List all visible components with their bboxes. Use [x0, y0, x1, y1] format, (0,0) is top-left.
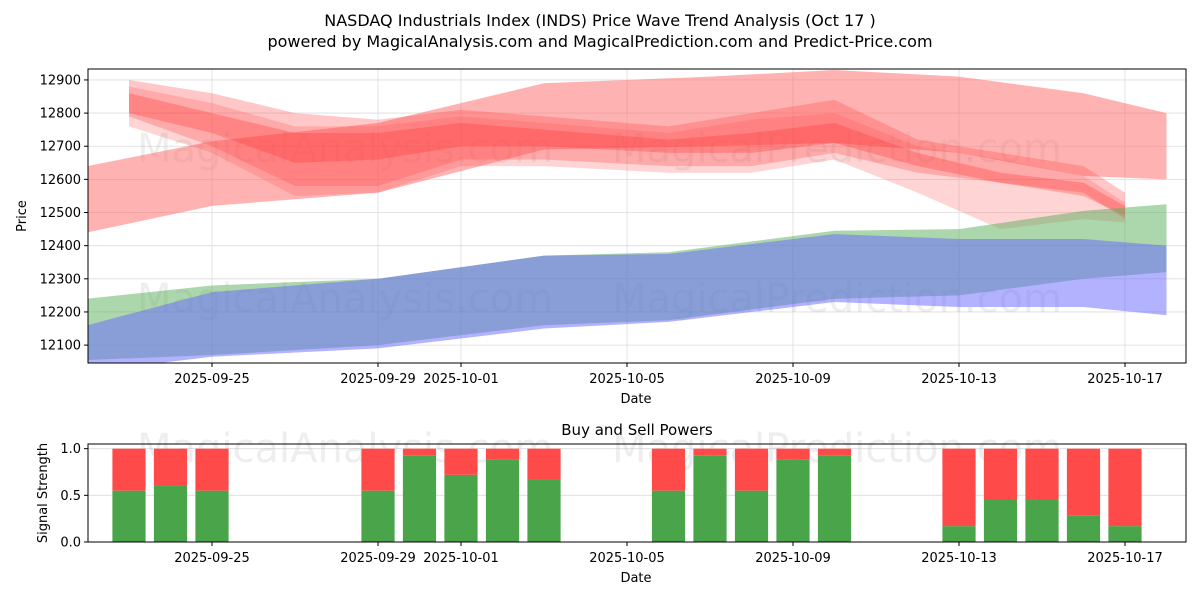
sell-bar [1066, 448, 1101, 516]
x-tick-label: 2025-10-09 [755, 372, 831, 387]
signal-x-ticks: 2025-09-25 2025-09-29 2025-10-01 2025-10-05… [174, 542, 1163, 566]
y-tick-label: 12700 [40, 140, 81, 155]
buy-bar [444, 474, 478, 542]
x-tick-label: 2025-10-13 [921, 551, 997, 566]
sell-bar [817, 448, 852, 456]
buy-bar [485, 459, 520, 542]
price-y-ticks: 12100 12200 12300 12400 12500 12600 12700 12800… [40, 73, 88, 354]
x-tick-label: 2025-10-01 [423, 551, 499, 566]
x-tick-label: 2025-10-05 [589, 551, 665, 566]
sell-bar [402, 448, 437, 456]
price-y-axis-label: Price [15, 200, 30, 232]
buy-bar [817, 455, 852, 542]
sell-bar [651, 448, 686, 491]
price-bands [88, 69, 1167, 363]
sell-bar [361, 448, 395, 491]
x-tick-label: 2025-10-17 [1087, 551, 1163, 566]
signal-x-axis-label: Date [620, 571, 651, 586]
y-tick-label: 0.5 [60, 489, 81, 504]
sell-bar [195, 448, 229, 491]
sell-bar [444, 448, 478, 475]
sell-bar [983, 448, 1018, 500]
buy-bar [693, 455, 727, 542]
wave-band-red-trend-3 [129, 93, 1125, 216]
buy-bar [361, 490, 395, 542]
signal-y-ticks: 0.0 0.5 1.0 [60, 442, 88, 551]
x-tick-label: 2025-09-25 [174, 551, 250, 566]
buy-bar [734, 490, 769, 542]
y-tick-label: 1.0 [60, 442, 81, 457]
signal-y-axis-label: Signal Strength [36, 443, 51, 543]
y-tick-label: 12300 [40, 272, 81, 287]
buy-bar [402, 455, 437, 542]
buy-bar [112, 490, 146, 542]
sell-bar [1025, 448, 1059, 500]
price-x-axis-label: Date [620, 392, 651, 407]
y-tick-label: 12800 [40, 107, 81, 122]
y-tick-label: 12100 [40, 339, 81, 354]
sell-bar [693, 448, 727, 456]
signal-chart-title: Buy and Sell Powers [561, 421, 713, 439]
x-tick-label: 2025-09-29 [340, 372, 416, 387]
y-tick-label: 12600 [40, 173, 81, 188]
buy-bar [651, 490, 686, 542]
y-tick-label: 12500 [40, 206, 81, 221]
buy-bar [1025, 500, 1059, 542]
buy-bar [153, 485, 188, 542]
x-tick-label: 2025-10-17 [1087, 372, 1163, 387]
y-tick-label: 12900 [40, 73, 81, 88]
sell-bar [527, 448, 561, 480]
price-axes-frame [87, 68, 1187, 364]
wave-band-blue [88, 234, 1167, 363]
signal-bars [112, 448, 1142, 542]
x-tick-label: 2025-10-09 [755, 551, 831, 566]
wave-band-red-wide [88, 69, 1167, 233]
chart-subtitle: powered by MagicalAnalysis.com and Magic… [267, 32, 932, 51]
wave-band-red-trend-1 [129, 79, 1125, 220]
buy-bar [195, 490, 229, 542]
price-x-ticks: 2025-09-25 2025-09-29 2025-10-01 2025-10-05… [174, 363, 1163, 387]
buy-bar [983, 500, 1018, 542]
chart-title: NASDAQ Industrials Index (INDS) Price Wa… [324, 11, 875, 30]
sell-bar [153, 448, 188, 486]
sell-bar [112, 448, 146, 491]
buy-bar [1066, 515, 1101, 542]
y-tick-label: 0.0 [60, 536, 81, 551]
x-tick-label: 2025-10-05 [589, 372, 665, 387]
buy-bar [942, 526, 976, 542]
x-tick-label: 2025-09-29 [340, 551, 416, 566]
buy-bar [527, 479, 561, 542]
y-tick-label: 12200 [40, 305, 81, 320]
sell-bar [1108, 448, 1142, 527]
sell-bar [485, 448, 520, 460]
sell-bar [776, 448, 810, 460]
wave-band-red-trend-2 [129, 86, 1125, 230]
sell-bar [942, 448, 976, 527]
x-tick-label: 2025-10-13 [921, 372, 997, 387]
x-tick-label: 2025-10-01 [423, 372, 499, 387]
buy-bar [1108, 526, 1142, 542]
sell-bar [734, 448, 769, 491]
signal-axes-frame [87, 443, 1187, 543]
y-tick-label: 12400 [40, 239, 81, 254]
buy-bar [776, 459, 810, 542]
x-tick-label: 2025-09-25 [174, 372, 250, 387]
